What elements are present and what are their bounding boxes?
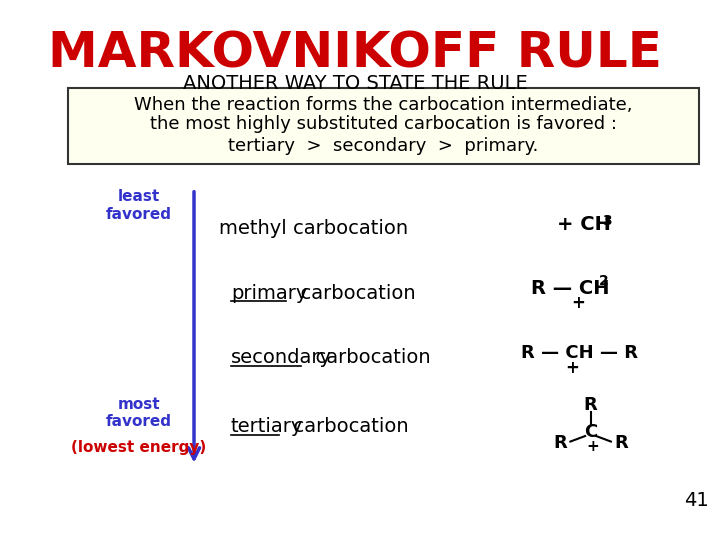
Text: + CH: + CH (557, 215, 611, 234)
Text: primary: primary (231, 284, 307, 302)
Text: MARKOVNIKOFF RULE: MARKOVNIKOFF RULE (48, 29, 662, 77)
Text: R: R (584, 396, 598, 414)
Text: C: C (584, 423, 598, 441)
Text: R — CH — R: R — CH — R (521, 344, 639, 362)
Text: least
favored: least favored (106, 189, 171, 221)
Text: 3: 3 (602, 214, 611, 228)
Text: carbocation: carbocation (288, 284, 415, 302)
Text: +: + (571, 294, 585, 312)
Text: ANOTHER WAY TO STATE THE RULE: ANOTHER WAY TO STATE THE RULE (183, 74, 528, 93)
Text: tertiary: tertiary (231, 417, 303, 436)
Text: carbocation: carbocation (281, 417, 408, 436)
Text: +: + (586, 438, 599, 454)
Text: carbocation: carbocation (303, 348, 431, 367)
Text: secondary: secondary (231, 348, 332, 367)
Text: R: R (614, 434, 628, 453)
Text: the most highly substituted carbocation is favored :: the most highly substituted carbocation … (150, 115, 616, 133)
Text: +: + (566, 359, 580, 377)
Text: 2: 2 (599, 274, 608, 288)
Text: (lowest energy): (lowest energy) (71, 440, 207, 455)
Bar (68, 88, 698, 164)
Text: R: R (554, 434, 567, 453)
Text: 41: 41 (684, 491, 709, 510)
Text: tertiary  >  secondary  >  primary.: tertiary > secondary > primary. (228, 137, 539, 156)
Text: methyl carbocation: methyl carbocation (220, 219, 408, 238)
Text: most
favored: most favored (106, 397, 171, 429)
Text: R — CH: R — CH (531, 279, 609, 298)
Text: When the reaction forms the carbocation intermediate,: When the reaction forms the carbocation … (134, 96, 632, 114)
